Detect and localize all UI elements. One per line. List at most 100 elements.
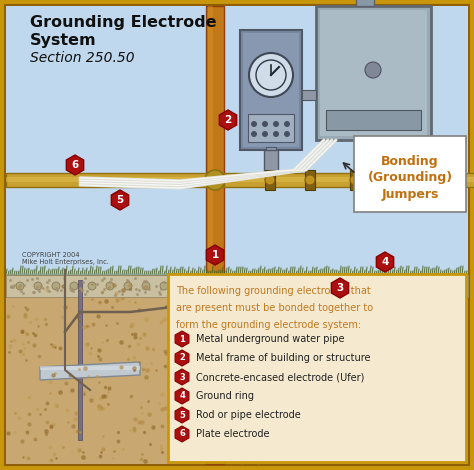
Polygon shape [111, 190, 128, 210]
Circle shape [250, 282, 258, 290]
Circle shape [262, 121, 268, 127]
Text: Section 250.50: Section 250.50 [30, 51, 135, 65]
Bar [302, 90, 316, 100]
Bar [6, 275, 468, 297]
Bar [6, 6, 468, 275]
Text: 3: 3 [179, 373, 185, 382]
Text: Jumpers: Jumpers [381, 188, 439, 201]
Circle shape [142, 282, 150, 290]
Text: Grounding Electrode: Grounding Electrode [30, 15, 217, 30]
Circle shape [322, 282, 330, 290]
Bar [40, 366, 140, 370]
Circle shape [196, 282, 204, 290]
Text: COPYRIGHT 2004
Mike Holt Enterprises, Inc.: COPYRIGHT 2004 Mike Holt Enterprises, In… [22, 252, 109, 265]
Bar [265, 170, 275, 190]
Text: Ground ring: Ground ring [196, 391, 254, 401]
Text: Plate electrode: Plate electrode [196, 429, 270, 439]
Text: Concrete-encased electrode (Ufer): Concrete-encased electrode (Ufer) [196, 372, 365, 382]
Bar [78, 280, 82, 440]
Bar [326, 110, 421, 130]
Polygon shape [219, 110, 237, 130]
Circle shape [160, 282, 168, 290]
Polygon shape [175, 331, 189, 347]
Circle shape [305, 175, 315, 185]
Text: (Grounding): (Grounding) [367, 171, 453, 184]
Text: Rod or pipe electrode: Rod or pipe electrode [196, 410, 301, 420]
Circle shape [106, 282, 114, 290]
Circle shape [34, 282, 42, 290]
Text: 6: 6 [72, 160, 79, 170]
Bar [6, 177, 221, 182]
Bar [240, 30, 302, 150]
Bar [350, 170, 360, 190]
Bar [208, 6, 213, 464]
Polygon shape [331, 278, 349, 298]
Polygon shape [206, 245, 224, 265]
Bar [224, 173, 474, 187]
Bar [266, 147, 276, 165]
Text: Metal frame of building or structure: Metal frame of building or structure [196, 353, 371, 363]
Circle shape [284, 131, 290, 137]
Bar [224, 177, 474, 182]
Polygon shape [40, 362, 140, 380]
Circle shape [214, 282, 222, 290]
Bar [264, 150, 278, 173]
Circle shape [430, 282, 438, 290]
Circle shape [205, 170, 225, 190]
Polygon shape [175, 426, 189, 442]
Polygon shape [376, 252, 394, 272]
Circle shape [304, 282, 312, 290]
Circle shape [268, 282, 276, 290]
Bar [200, 292, 230, 302]
Circle shape [394, 282, 402, 290]
Bar [243, 33, 299, 147]
Polygon shape [175, 369, 189, 385]
Text: 4: 4 [381, 257, 389, 267]
Polygon shape [175, 407, 189, 423]
Circle shape [365, 62, 381, 78]
Text: The following grounding electrodes that: The following grounding electrodes that [176, 286, 371, 296]
Text: Bonding: Bonding [381, 155, 439, 168]
Text: 2: 2 [179, 353, 185, 362]
Circle shape [124, 282, 132, 290]
Circle shape [350, 175, 360, 185]
FancyBboxPatch shape [168, 274, 466, 462]
Text: 1: 1 [179, 335, 185, 344]
Bar [320, 10, 427, 136]
Text: 6: 6 [179, 430, 185, 439]
Text: 3: 3 [337, 283, 344, 293]
Circle shape [284, 121, 290, 127]
Circle shape [70, 282, 78, 290]
Bar [206, 6, 224, 464]
Text: Metal underground water pipe: Metal underground water pipe [196, 334, 345, 344]
Bar [356, 0, 374, 6]
Bar [6, 275, 468, 464]
Circle shape [376, 282, 384, 290]
Circle shape [340, 282, 348, 290]
Text: are present must be bonded together to: are present must be bonded together to [176, 303, 373, 313]
Circle shape [448, 282, 456, 290]
Circle shape [88, 282, 96, 290]
Circle shape [273, 131, 279, 137]
Bar [390, 170, 400, 190]
Circle shape [262, 131, 268, 137]
Circle shape [358, 282, 366, 290]
Text: form the grounding electrode system:: form the grounding electrode system: [176, 320, 361, 330]
Bar [248, 114, 294, 142]
Circle shape [178, 282, 186, 290]
Circle shape [232, 282, 240, 290]
Polygon shape [175, 388, 189, 404]
Polygon shape [175, 350, 189, 366]
Text: 5: 5 [179, 410, 185, 420]
Circle shape [273, 121, 279, 127]
Circle shape [251, 131, 257, 137]
Circle shape [52, 282, 60, 290]
Bar [6, 173, 221, 187]
Text: 2: 2 [224, 115, 232, 125]
Bar [316, 6, 431, 140]
Circle shape [16, 282, 24, 290]
Circle shape [286, 282, 294, 290]
Polygon shape [66, 155, 83, 175]
Circle shape [390, 175, 400, 185]
Bar [305, 170, 315, 190]
